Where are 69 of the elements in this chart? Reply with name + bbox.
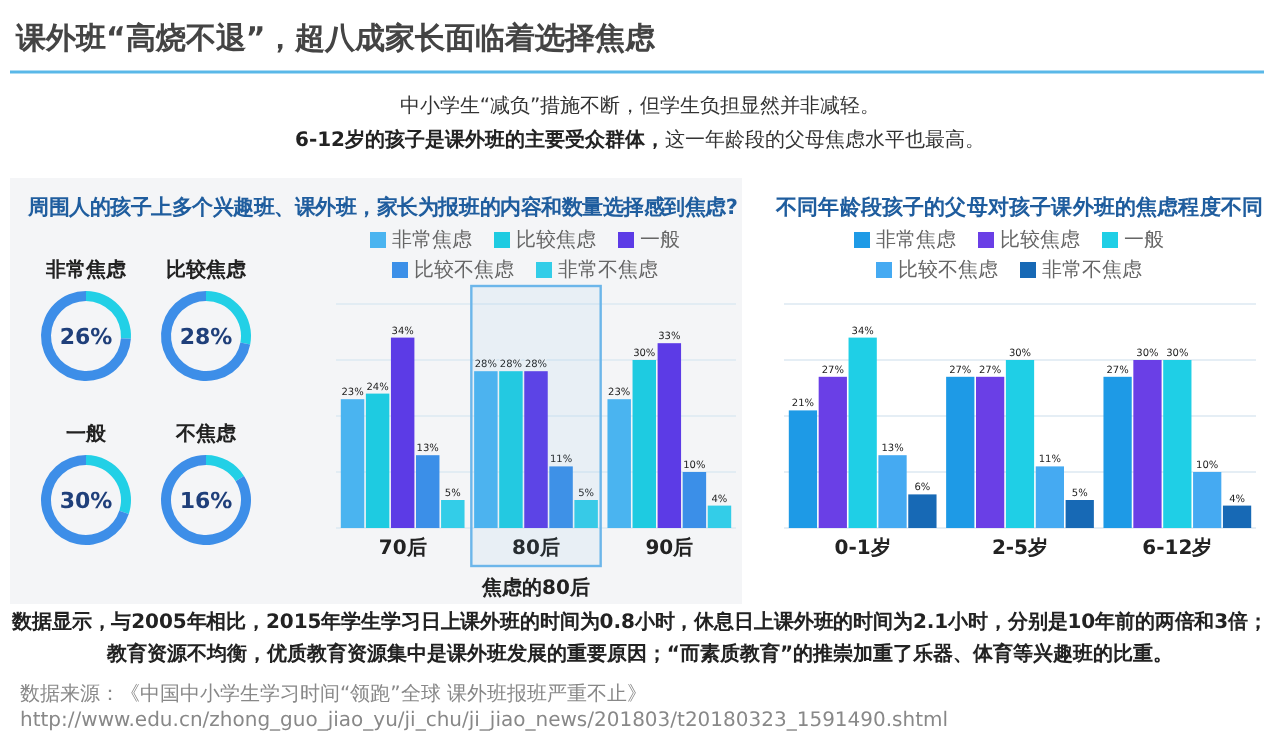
bar: [946, 376, 975, 528]
legend-label: 非常焦虑: [392, 228, 472, 252]
bar: [1065, 500, 1094, 528]
bar: [549, 466, 573, 528]
donut-slice: [161, 291, 251, 381]
donut-slice: [41, 291, 131, 381]
x-tick-label: 80后: [512, 536, 560, 560]
source-note: 数据来源：《中国中小学生学习时间“领跑”全球 课外班报班严重不止》 http://www.edu.cn/zhong_guo_jiao_yu/ji_chu/ji_jiao_news/201803/t20180323_1591490.shtml: [20, 682, 949, 732]
x-tick-label: 6-12岁: [1142, 536, 1213, 560]
bar: [499, 371, 523, 528]
bar: [1133, 360, 1162, 528]
text: 教育资源不均衡，优质教育资源集中是课外班发展的重要原因；“而素质教育”的推崇加重了乐器、体育等兴趣班的比重。: [104, 642, 1174, 666]
bar: [657, 343, 682, 528]
bar: [474, 371, 498, 528]
legend-label: 比较不焦虑: [414, 258, 514, 282]
bar: [682, 472, 707, 528]
bar: [818, 376, 847, 528]
bar: [441, 500, 465, 528]
donut-slice: [206, 455, 244, 482]
band-label: 焦虑的80后: [480, 576, 590, 600]
bar: [976, 376, 1005, 528]
donut-slice: [41, 455, 129, 545]
legend-label: 非常焦虑: [876, 228, 956, 252]
chart-title: 不同年龄段孩子的父母对孩子课外班的焦虑程度不同: [774, 194, 1264, 220]
donut-slice: [161, 455, 251, 545]
bar: [632, 360, 656, 528]
text: 28%: [179, 324, 233, 350]
chart-title: 不焦虑: [174, 422, 238, 446]
bar: [908, 494, 937, 528]
legend-label: 比较焦虑: [516, 228, 596, 252]
bar: [390, 337, 415, 528]
bar: [365, 393, 390, 528]
legend-label: 比较不焦虑: [898, 258, 998, 282]
legend-label: 比较焦虑: [1000, 228, 1080, 252]
bar: [1163, 360, 1192, 528]
text: 数据显示，与2005年相比，2015年学生学习日上课外班的时间为0.8小时，休息日上课外班的时间为2.1小时，分别是10年前的两倍和3倍；: [10, 610, 1268, 634]
x-tick-label: 70后: [378, 536, 427, 560]
x-tick-label: 0-1岁: [834, 536, 891, 560]
chart-title: 比较焦虑: [166, 258, 248, 282]
text: 这一年龄段的父母焦虑水平也最高。: [665, 128, 986, 152]
chart-title: 周围人的孩子上多个兴趣班、课外班，家长为报班的内容和数量选择感到焦虑?: [26, 194, 738, 220]
legend-label: 一般: [640, 230, 680, 252]
bar: [878, 455, 907, 528]
bar: [1035, 466, 1064, 528]
bar: [788, 410, 818, 528]
bar: [707, 505, 732, 528]
bar: [1005, 360, 1035, 528]
x-tick-label: 2-5岁: [991, 536, 1049, 560]
chart-title: 一般: [66, 422, 108, 446]
text: 中小学生“减负”措施不断，但学生负担显然并非减轻。: [399, 94, 881, 118]
bar: [1222, 505, 1252, 528]
text: 30%: [59, 488, 113, 514]
bar: [1193, 472, 1222, 528]
legend-label: 非常不焦虑: [1042, 258, 1142, 282]
bar: [524, 371, 548, 528]
bar: [848, 337, 877, 528]
text: 16%: [179, 488, 233, 514]
legend-label: 非常不焦虑: [558, 258, 658, 282]
chart-title: 非常焦虑: [44, 258, 128, 282]
legend-label: 一般: [1124, 230, 1164, 252]
bar: [574, 500, 598, 528]
bar: [607, 399, 631, 528]
bar: [416, 455, 440, 528]
x-tick-label: 90后: [645, 536, 694, 560]
text: 课外班“高烧不退”，超八成家长面临着选择焦虑: [14, 20, 658, 56]
bar: [1103, 376, 1132, 528]
text: 6-12岁的孩子是课外班的主要受众群体，: [294, 128, 666, 152]
text: 26%: [59, 324, 113, 350]
bar: [340, 399, 365, 528]
